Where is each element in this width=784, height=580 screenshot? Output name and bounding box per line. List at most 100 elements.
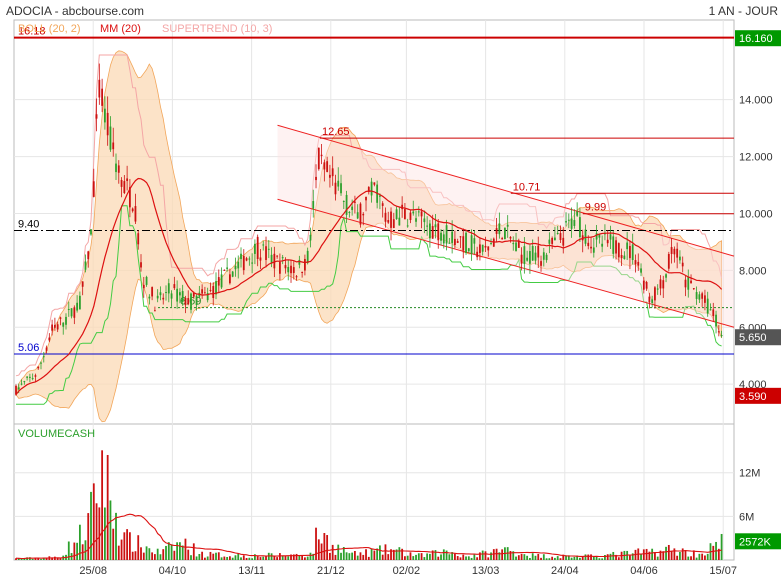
volume-bar [434,550,437,560]
candle-body [531,246,534,261]
volume-bar [384,544,387,560]
volume-bar [548,558,551,560]
volume-bar [340,552,342,560]
candle-body [681,262,684,267]
candle-body [595,233,598,240]
candle-body [484,245,487,248]
candle-body [479,244,481,253]
period-label[interactable]: 1 AN - JOUR [709,4,779,18]
volume-bar [220,557,223,560]
candle-body [648,296,651,303]
candle-body [317,147,320,170]
candle-body [395,209,398,220]
volume-bar [40,559,42,560]
candle-body [434,224,437,228]
volume-bar [498,552,501,560]
candle-body [426,225,429,227]
candle-body [367,187,370,193]
price-tag-box [735,387,781,404]
candle-body [306,250,309,264]
candle-body [142,284,145,289]
candle-body [167,283,170,294]
volume-bar [590,554,592,560]
volume-bar [673,548,676,560]
axes: 25/08 04/10 13/11 21/12 02/02 13/03 24/04 04/06… [79,95,772,577]
candle-body [540,261,542,266]
volume-bar [656,556,659,560]
volume-bar [367,556,370,560]
candle-body [112,142,115,150]
volume-bar [312,553,315,560]
volume-bar [351,552,354,560]
volume-bar [681,548,684,560]
volume-bar [473,554,476,560]
volume-bar [90,491,92,560]
volume-bar [373,550,376,560]
candle-body [37,366,40,369]
volume-bar [401,548,404,560]
volume-bar [234,555,237,560]
candle-body [406,225,409,227]
volume-bar [240,557,242,560]
volume-bar [337,544,340,560]
candle-body [673,248,676,255]
volume-bar [295,553,298,560]
candle-body [715,314,717,327]
candle-body [548,239,551,244]
volume-bar [251,558,254,560]
candle-body [284,265,287,269]
candle-body [415,218,417,222]
candle-body [601,243,604,247]
volume-bar [59,558,62,560]
volume-bar [601,558,604,560]
y-tick-label: 10.000 [739,208,773,220]
volume-bar [704,555,706,560]
volume-bar [465,556,467,560]
x-tick-label: 21/12 [317,565,345,577]
chart-title: ADOCIA - abcbourse.com [6,4,144,18]
volume-bar [579,557,581,560]
volume-bar [479,552,481,560]
candle-body [315,176,317,181]
candle-body [720,335,723,337]
candle-body [84,261,87,270]
candle-body [103,108,106,123]
candle-body [209,289,212,291]
candle-body [587,242,590,247]
candle-body [442,234,445,244]
candle-body [629,245,631,259]
candle-body [590,246,592,249]
candle-body [495,228,498,234]
candle-body [379,195,381,197]
candle-body [304,258,306,271]
candle-body [242,256,245,271]
volume-bar [98,507,101,560]
candle-body [504,227,506,240]
volume-bar [92,483,95,560]
candle-body [492,238,495,247]
volume-bar [420,553,423,560]
candle-body [365,196,367,201]
candle-body [404,209,406,220]
volume-bar [545,558,548,560]
candle-body [165,291,167,293]
candle-body [78,295,81,310]
volume-bar [390,549,392,560]
candle-body [670,247,673,254]
volume-bar [131,551,134,560]
candle-body [270,254,273,264]
candle-body [134,206,137,222]
volume-bar [167,542,170,560]
volume-bar [631,553,634,560]
volume-bar [617,557,620,560]
volume-bar [645,548,648,560]
volume-bar [159,554,162,560]
candle-body [662,280,665,289]
candle-body [101,88,104,106]
volume-bar [20,558,23,560]
volume-bar [615,554,617,560]
volume-bar [573,556,576,560]
volume-bar [659,550,662,560]
candle-body [698,294,701,300]
